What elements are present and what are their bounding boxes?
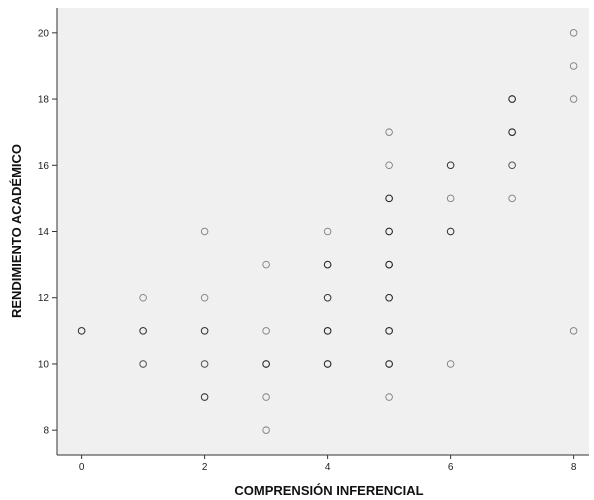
point-marker: [262, 426, 270, 434]
y-tick-label: 10: [38, 359, 50, 370]
data-point: [262, 426, 270, 434]
data-point: [323, 360, 332, 368]
data-point: [385, 327, 393, 335]
point-marker: [262, 360, 270, 368]
point-marker: [385, 293, 393, 302]
x-tick-label: 8: [571, 462, 577, 473]
point-marker: [200, 293, 209, 302]
data-point: [323, 327, 332, 335]
point-marker: [323, 293, 332, 302]
data-point: [77, 327, 86, 335]
x-axis-title: COMPRENSIÓN INFERENCIAL: [234, 483, 423, 498]
data-point: [569, 95, 578, 103]
data-point: [323, 227, 332, 236]
point-marker: [508, 128, 516, 136]
data-point: [446, 227, 455, 236]
data-point: [385, 194, 393, 203]
point-marker: [569, 29, 578, 37]
data-point: [323, 293, 332, 302]
y-tick-label: 20: [38, 28, 50, 39]
point-marker: [323, 260, 332, 269]
point-marker: [385, 227, 393, 236]
point-marker: [323, 227, 332, 236]
data-point: [200, 227, 209, 236]
data-point: [323, 260, 332, 269]
point-marker: [446, 194, 455, 203]
data-point: [262, 393, 270, 401]
point-marker: [200, 393, 209, 401]
ticks: 0 2 4 6 8 8 10 12 14 16 18 20: [38, 28, 577, 473]
point-marker: [323, 360, 332, 368]
data-point: [139, 327, 147, 335]
point-marker: [323, 327, 332, 335]
data-point: [262, 360, 270, 368]
point-marker: [569, 62, 578, 70]
y-tick-label: 12: [38, 293, 50, 304]
point-marker: [569, 327, 578, 335]
data-point: [262, 260, 270, 269]
point-marker: [446, 227, 455, 236]
data-point: [385, 227, 393, 236]
data-point: [508, 128, 516, 136]
data-point: [446, 161, 455, 170]
point-marker: [200, 227, 209, 236]
data-point: [446, 360, 455, 368]
y-tick-label: 18: [38, 95, 50, 106]
data-point: [385, 393, 393, 401]
data-point: [200, 393, 209, 401]
point-marker: [200, 360, 209, 368]
point-marker: [385, 260, 393, 269]
data-point: [262, 327, 270, 335]
data-point: [385, 260, 393, 269]
y-axis-title: RENDIMIENTO ACADÉMICO: [9, 144, 24, 318]
point-marker: [446, 360, 455, 368]
data-point: [385, 293, 393, 302]
x-tick-label: 0: [79, 462, 85, 473]
y-tick-label: 8: [43, 426, 49, 437]
point-marker: [385, 161, 393, 170]
data-point: [200, 327, 209, 335]
point-marker: [262, 260, 270, 269]
point-marker: [385, 128, 393, 136]
data-point: [569, 327, 578, 335]
data-point: [508, 161, 516, 170]
point-marker: [200, 327, 209, 335]
data-point: [385, 128, 393, 136]
data-point: [139, 360, 147, 368]
data-point: [508, 95, 516, 103]
point-marker: [139, 360, 147, 368]
point-marker: [385, 327, 393, 335]
plot-area: [57, 8, 589, 455]
point-marker: [262, 393, 270, 401]
data-point: [139, 293, 147, 302]
x-tick-label: 6: [448, 462, 454, 473]
point-marker: [508, 95, 516, 103]
data-point: [385, 161, 393, 170]
point-marker: [569, 95, 578, 103]
point-marker: [385, 360, 393, 368]
data-points: [77, 29, 578, 434]
point-marker: [139, 293, 147, 302]
y-tick-label: 14: [38, 227, 50, 238]
data-point: [200, 360, 209, 368]
x-tick-label: 2: [202, 462, 208, 473]
data-point: [569, 29, 578, 37]
point-marker: [77, 327, 86, 335]
y-tick-label: 16: [38, 161, 50, 172]
x-tick-label: 4: [325, 462, 331, 473]
point-marker: [262, 327, 270, 335]
point-marker: [385, 393, 393, 401]
point-marker: [508, 194, 516, 203]
data-point: [200, 293, 209, 302]
data-point: [569, 62, 578, 70]
point-marker: [508, 161, 516, 170]
data-point: [508, 194, 516, 203]
data-point: [385, 360, 393, 368]
data-point: [446, 194, 455, 203]
point-marker: [139, 327, 147, 335]
point-marker: [385, 194, 393, 203]
point-marker: [446, 161, 455, 170]
